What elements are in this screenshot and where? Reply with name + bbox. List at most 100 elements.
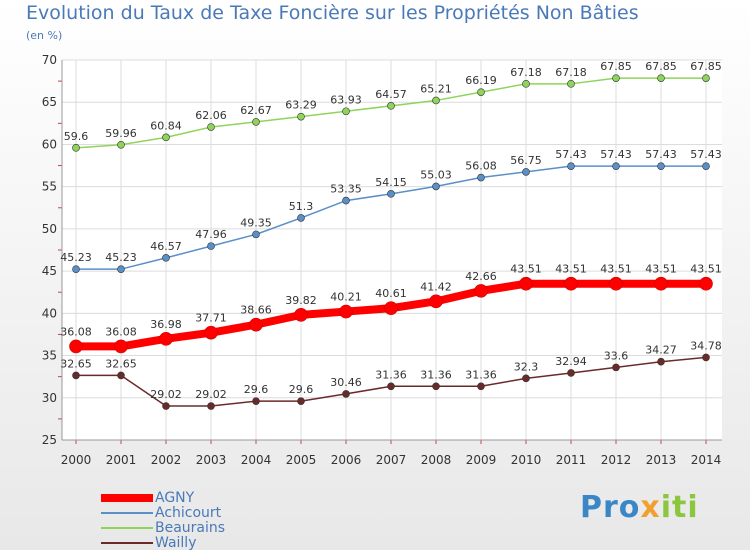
data-point-beaurains bbox=[72, 144, 80, 152]
data-point-beaurains bbox=[522, 80, 530, 88]
data-point-beaurains bbox=[432, 96, 440, 105]
x-tick-label: 2011 bbox=[556, 453, 587, 467]
data-label-achicourt: 45.23 bbox=[60, 251, 92, 264]
unit-label: (en %) bbox=[26, 29, 63, 42]
data-point-achicourt bbox=[297, 214, 305, 222]
data-point-wailly bbox=[252, 397, 260, 405]
data-point-achicourt bbox=[252, 230, 260, 239]
data-point-wailly bbox=[612, 363, 620, 372]
data-label-agny: 36.08 bbox=[105, 325, 137, 338]
data-point-agny bbox=[654, 276, 668, 291]
x-tick-label: 2009 bbox=[466, 453, 497, 467]
data-point-achicourt bbox=[342, 196, 350, 205]
data-point-beaurains bbox=[477, 88, 485, 96]
data-label-achicourt: 54.15 bbox=[375, 176, 407, 189]
data-point-agny bbox=[249, 317, 263, 332]
chart-title: Evolution du Taux de Taxe Foncière sur l… bbox=[26, 2, 639, 24]
x-tick-label: 2008 bbox=[421, 453, 452, 467]
legend-label-beaurains: Beaurains bbox=[155, 520, 226, 536]
x-tick-label: 2001 bbox=[106, 453, 137, 467]
data-label-agny: 43.51 bbox=[600, 263, 632, 276]
data-label-wailly: 34.78 bbox=[690, 339, 722, 352]
data-label-achicourt: 53.35 bbox=[330, 183, 362, 196]
data-label-beaurains: 63.29 bbox=[285, 99, 317, 112]
x-tick-label: 2002 bbox=[151, 453, 182, 467]
x-tick-label: 2004 bbox=[241, 453, 272, 467]
data-label-agny: 40.61 bbox=[375, 287, 407, 300]
data-label-beaurains: 67.18 bbox=[555, 66, 587, 79]
data-label-agny: 43.51 bbox=[690, 263, 722, 276]
legend-swatch-wailly bbox=[101, 542, 153, 544]
data-label-wailly: 31.36 bbox=[420, 368, 452, 381]
data-point-achicourt bbox=[117, 265, 125, 273]
data-point-achicourt bbox=[387, 190, 395, 198]
data-label-beaurains: 64.57 bbox=[375, 88, 407, 101]
x-tick-label: 2005 bbox=[286, 453, 317, 467]
legend-swatch-beaurains bbox=[101, 527, 153, 529]
data-label-wailly: 29.6 bbox=[244, 383, 269, 396]
data-point-wailly bbox=[657, 357, 665, 366]
data-point-agny bbox=[699, 276, 713, 291]
data-label-wailly: 30.46 bbox=[330, 376, 362, 389]
data-point-achicourt bbox=[162, 254, 170, 262]
y-tick-label: 60 bbox=[42, 137, 57, 151]
x-tick-label: 2010 bbox=[511, 453, 542, 467]
data-point-agny bbox=[384, 301, 398, 315]
data-point-agny bbox=[114, 339, 128, 354]
data-point-beaurains bbox=[702, 74, 710, 82]
legend-swatch-achicourt bbox=[101, 512, 153, 514]
data-label-beaurains: 62.67 bbox=[240, 104, 272, 117]
data-point-beaurains bbox=[162, 133, 170, 142]
data-point-beaurains bbox=[612, 74, 620, 82]
data-point-achicourt bbox=[522, 168, 530, 176]
data-label-beaurains: 67.85 bbox=[645, 60, 677, 73]
data-label-wailly: 32.65 bbox=[60, 357, 92, 370]
y-tick-label: 50 bbox=[42, 222, 57, 236]
data-point-beaurains bbox=[567, 80, 575, 88]
data-label-wailly: 29.6 bbox=[289, 383, 314, 396]
data-label-agny: 43.51 bbox=[645, 263, 677, 276]
data-label-beaurains: 65.21 bbox=[420, 82, 452, 95]
data-label-achicourt: 56.08 bbox=[465, 160, 497, 173]
data-label-agny: 41.42 bbox=[420, 280, 452, 293]
y-tick-label: 70 bbox=[42, 53, 57, 67]
data-point-achicourt bbox=[477, 173, 485, 182]
data-point-beaurains bbox=[387, 102, 395, 110]
y-tick-label: 30 bbox=[42, 391, 57, 405]
data-point-wailly bbox=[207, 402, 215, 410]
data-label-agny: 39.82 bbox=[285, 294, 317, 307]
data-point-wailly bbox=[432, 382, 440, 391]
data-label-beaurains: 59.6 bbox=[64, 130, 89, 143]
data-label-achicourt: 47.96 bbox=[195, 228, 227, 241]
x-tick-label: 2006 bbox=[331, 453, 362, 467]
data-label-beaurains: 67.85 bbox=[690, 60, 722, 73]
y-tick-label: 40 bbox=[42, 306, 57, 320]
data-label-achicourt: 51.3 bbox=[289, 200, 314, 213]
data-label-achicourt: 56.75 bbox=[510, 154, 542, 167]
data-point-agny bbox=[159, 332, 173, 346]
data-label-agny: 36.08 bbox=[60, 325, 92, 338]
x-tick-label: 2000 bbox=[61, 453, 92, 467]
data-point-wailly bbox=[387, 382, 395, 391]
data-point-achicourt bbox=[612, 162, 620, 170]
data-label-wailly: 29.02 bbox=[195, 388, 227, 401]
data-point-wailly bbox=[477, 382, 485, 391]
data-label-beaurains: 62.06 bbox=[195, 109, 227, 122]
data-label-achicourt: 57.43 bbox=[600, 148, 632, 161]
data-point-agny bbox=[339, 304, 353, 319]
data-point-achicourt bbox=[72, 265, 80, 273]
data-point-wailly bbox=[567, 369, 575, 377]
data-label-achicourt: 57.43 bbox=[555, 148, 587, 161]
legend-label-wailly: Wailly bbox=[155, 535, 197, 551]
y-tick-label: 65 bbox=[42, 95, 57, 109]
data-point-achicourt bbox=[432, 182, 440, 191]
data-label-beaurains: 59.96 bbox=[105, 127, 137, 140]
x-tick-label: 2012 bbox=[601, 453, 632, 467]
data-label-wailly: 29.02 bbox=[150, 388, 182, 401]
data-label-beaurains: 66.19 bbox=[465, 74, 497, 87]
data-label-achicourt: 49.35 bbox=[240, 216, 272, 229]
y-tick-label: 25 bbox=[42, 433, 57, 447]
data-point-wailly bbox=[297, 397, 305, 405]
